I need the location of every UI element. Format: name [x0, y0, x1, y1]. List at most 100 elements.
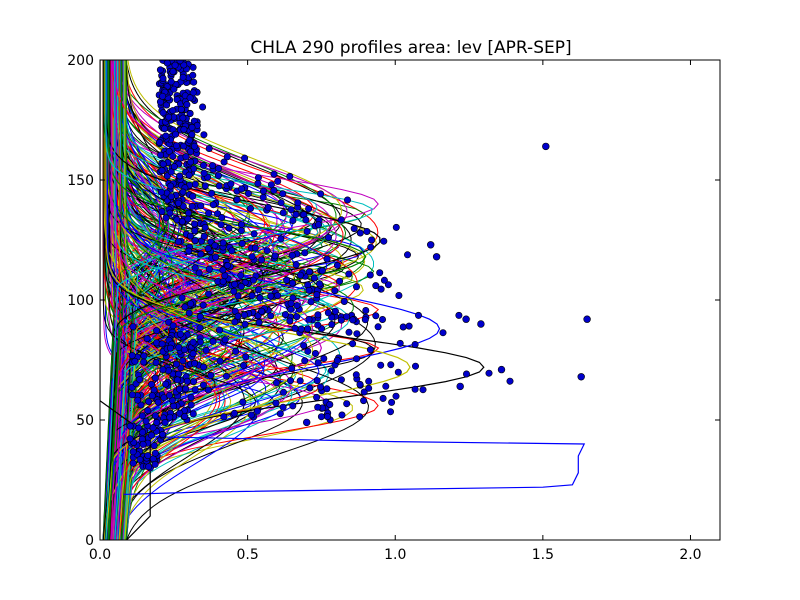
data-point	[162, 214, 170, 222]
data-point	[200, 161, 208, 169]
data-point	[187, 393, 195, 401]
profile-line	[113, 60, 379, 540]
data-point	[140, 358, 148, 366]
data-point	[126, 422, 134, 430]
data-point	[439, 329, 447, 337]
data-point	[345, 270, 353, 278]
outlier-point	[577, 373, 585, 381]
data-point	[306, 384, 314, 392]
data-point	[196, 313, 204, 321]
data-point	[271, 252, 279, 260]
data-point	[225, 224, 233, 232]
data-point	[200, 232, 208, 240]
outlier-point	[583, 315, 591, 323]
data-point	[189, 350, 197, 358]
data-point	[220, 413, 228, 421]
data-point	[177, 330, 185, 338]
data-point	[356, 413, 364, 421]
data-point	[287, 206, 295, 214]
data-point	[188, 131, 196, 139]
data-point	[163, 60, 171, 67]
data-point	[158, 208, 166, 216]
data-point	[411, 362, 419, 370]
data-point	[140, 352, 148, 360]
data-point	[187, 148, 195, 156]
data-point	[302, 216, 310, 224]
y-tick-label: 200	[67, 53, 94, 69]
data-point	[276, 410, 284, 418]
data-point	[167, 168, 175, 176]
data-point	[191, 220, 199, 228]
data-point	[134, 396, 142, 404]
data-point	[170, 85, 178, 93]
data-point	[217, 221, 225, 229]
data-point	[374, 323, 382, 331]
data-point	[187, 300, 195, 308]
data-point	[250, 230, 258, 238]
axis-ticks: 0.0 0.5 1.0 1.5 2.0 0 50 100 150 200	[67, 53, 720, 563]
data-point	[169, 322, 177, 330]
outlier-point	[432, 253, 441, 261]
data-point	[392, 392, 400, 400]
data-point	[157, 188, 165, 196]
data-point	[173, 142, 181, 150]
data-point	[165, 113, 173, 121]
data-point	[396, 339, 404, 347]
data-point	[297, 325, 305, 333]
data-point	[240, 361, 248, 369]
data-point	[159, 430, 167, 438]
data-point	[377, 361, 385, 369]
data-point	[221, 336, 229, 344]
data-point	[148, 392, 156, 400]
data-point	[367, 243, 375, 251]
data-point	[151, 449, 159, 457]
data-point	[216, 357, 224, 365]
data-point	[227, 180, 235, 188]
data-point	[129, 323, 137, 331]
data-point	[167, 182, 175, 190]
data-point	[183, 377, 191, 385]
data-point	[242, 353, 250, 361]
data-point	[182, 153, 190, 161]
y-tick-label: 50	[76, 413, 94, 429]
data-point	[372, 282, 380, 290]
data-point	[317, 413, 325, 421]
data-point	[152, 358, 160, 366]
data-point	[300, 342, 308, 350]
data-point	[200, 169, 208, 177]
data-point	[159, 92, 167, 100]
profile-line	[107, 60, 173, 540]
data-point	[228, 247, 236, 255]
data-point	[307, 298, 315, 306]
data-point	[233, 196, 241, 204]
data-point	[167, 78, 175, 86]
data-point	[181, 303, 189, 311]
data-point	[272, 399, 280, 407]
data-point	[179, 73, 187, 81]
data-point	[169, 68, 177, 76]
data-point	[205, 209, 213, 217]
y-tick-label: 150	[67, 173, 94, 189]
data-point	[190, 78, 198, 86]
data-point	[197, 250, 205, 258]
data-point	[270, 170, 278, 178]
x-tick-label: 1.0	[384, 547, 406, 563]
data-point	[337, 216, 345, 224]
data-point	[283, 276, 291, 284]
data-point	[267, 292, 275, 300]
data-point	[158, 167, 166, 175]
data-point	[128, 351, 136, 359]
data-point	[289, 217, 297, 225]
data-point	[294, 199, 302, 207]
data-point	[219, 239, 227, 247]
data-point	[377, 285, 385, 293]
data-point	[256, 294, 264, 302]
data-point	[365, 377, 373, 385]
data-point	[251, 244, 259, 252]
data-point	[333, 356, 341, 364]
data-point	[237, 282, 245, 290]
data-point	[279, 209, 287, 217]
profile-line-highlight	[111, 60, 323, 540]
data-point	[274, 177, 282, 185]
data-point	[343, 196, 351, 204]
